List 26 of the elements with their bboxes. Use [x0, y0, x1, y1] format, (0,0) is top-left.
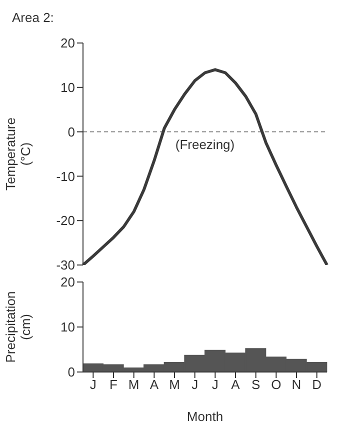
- x-tick-label: J: [212, 377, 218, 392]
- y-tick-label: 20: [60, 36, 75, 51]
- y-tick-label: 0: [68, 364, 75, 380]
- x-tick-label: S: [251, 377, 260, 392]
- y-tick-label: 10: [60, 80, 75, 96]
- x-tick-label: D: [312, 377, 322, 392]
- chart-title: Area 2:: [12, 10, 54, 25]
- y-tick-label: -10: [56, 168, 75, 184]
- y-tick-label: 0: [68, 124, 75, 140]
- x-tick-label: F: [110, 377, 118, 392]
- x-tick-label: M: [169, 377, 180, 392]
- y-axis-title: Precipitation (cm): [3, 291, 33, 363]
- x-tick-label: J: [90, 377, 96, 392]
- y-tick-label: -20: [56, 213, 75, 228]
- x-tick-label: J: [192, 377, 198, 392]
- ref-line-label: (Freezing): [175, 136, 235, 152]
- y-tick-label: -30: [56, 258, 75, 273]
- x-tick-label: A: [150, 377, 159, 392]
- y-axis-title: Temperature (°C): [3, 118, 33, 190]
- x-tick-label: A: [231, 377, 240, 392]
- y-tick-label: 10: [60, 320, 75, 335]
- y-tick-label: 20: [60, 274, 75, 290]
- x-tick-label: M: [128, 377, 140, 392]
- x-tick-label: O: [271, 377, 282, 392]
- x-tick-label: N: [292, 377, 302, 392]
- x-axis-title: Month: [186, 409, 224, 424]
